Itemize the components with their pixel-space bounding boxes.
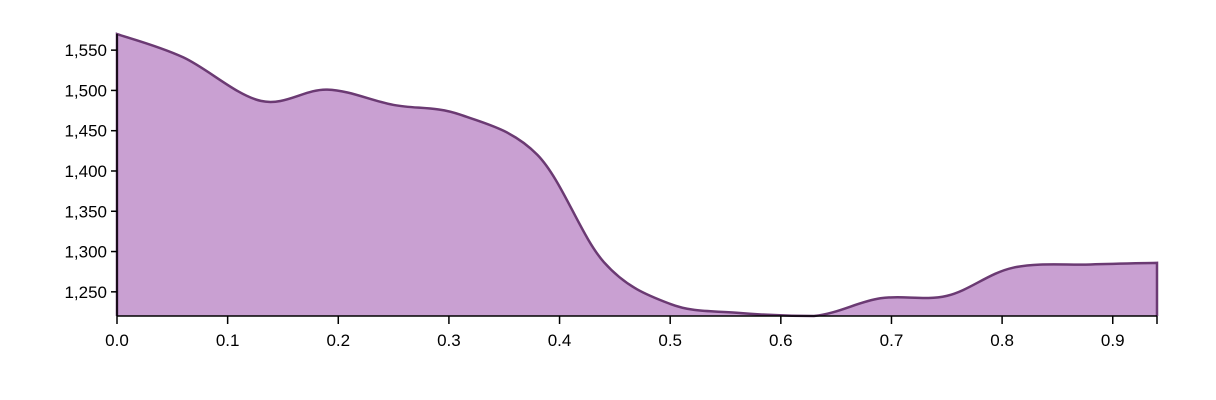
x-tick-label: 0.2 [326,331,350,350]
y-tick-label: 1,550 [64,41,107,60]
y-tick-label: 1,350 [64,202,107,221]
y-tick-label: 1,400 [64,162,107,181]
plot-area [115,32,1159,318]
x-tick-label: 0.7 [880,331,904,350]
x-tick-label: 0.6 [769,331,793,350]
x-tick-label: 0.9 [1101,331,1125,350]
area-outline [115,32,1159,318]
x-axis: 0.0 0.1 0.2 0.3 0.4 0.5 0.6 0.7 0.8 0.9 [105,315,1158,350]
x-tick-label: 0.3 [437,331,461,350]
y-axis: 1,250 1,300 1,350 1,400 1,450 1,500 1,550 [64,34,118,316]
area-fill [117,34,1157,316]
x-tick-label: 0.4 [548,331,572,350]
y-tick-label: 1,300 [64,243,107,262]
y-tick-label: 1,250 [64,283,107,302]
x-tick-label: 0.1 [216,331,240,350]
x-tick-label: 0.0 [105,331,129,350]
x-tick-label: 0.8 [990,331,1014,350]
x-tick-label: 0.5 [658,331,682,350]
y-tick-label: 1,450 [64,122,107,141]
y-tick-label: 1,500 [64,81,107,100]
